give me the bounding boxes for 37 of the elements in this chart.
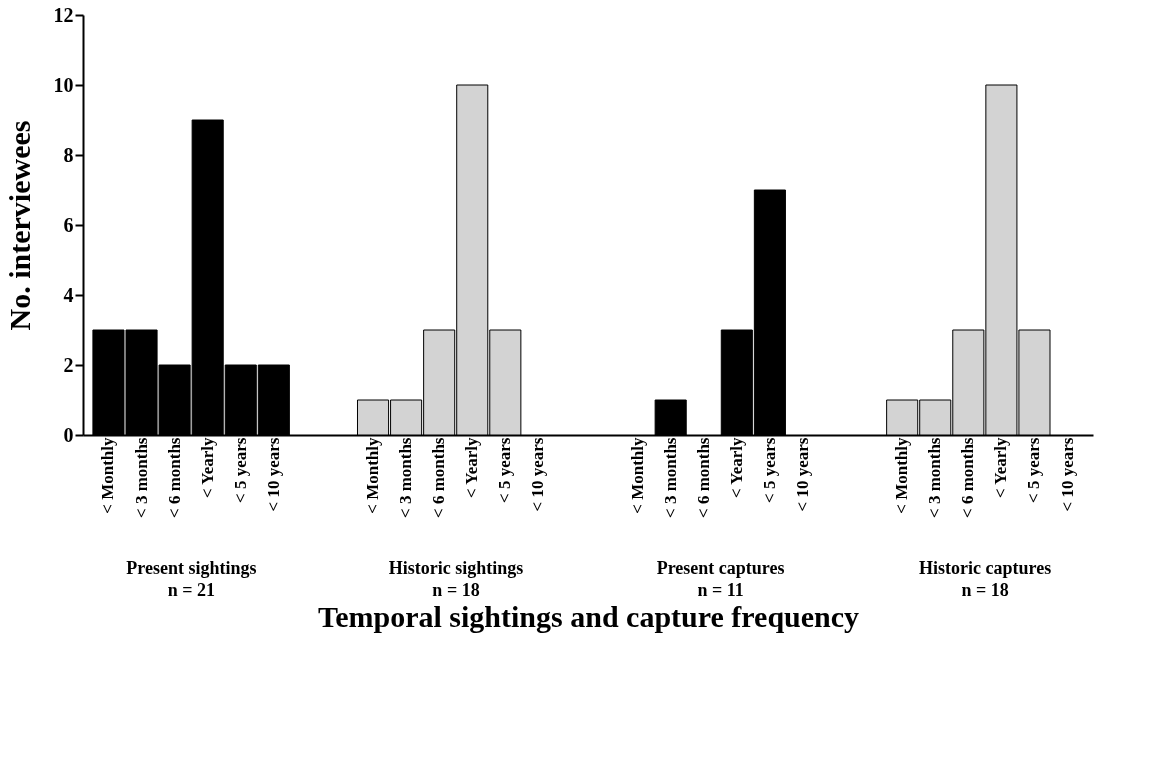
x-tick-label: < 5 years [230,437,250,503]
text: Historic sightings n = 18 [388,558,524,600]
y-tick-label: 0 [63,423,74,446]
y-tick-label: 4 [63,283,74,306]
text: Present sightings n = 21 [126,558,257,600]
x-tick-label: < Yearly [991,437,1011,499]
x-tick-label: < 10 years [263,437,283,512]
x-tick-label: < 5 years [495,437,515,503]
x-tick-label: < 10 years [528,437,548,512]
y-tick-label: 12 [53,3,74,26]
text: Historic captures n = 18 [919,558,1052,600]
x-tick-label: < 3 months [660,437,680,519]
x-tick-label: < 3 months [131,437,151,519]
x-tick-label: < 6 months [429,437,449,519]
y-tick-label: 2 [63,353,74,376]
x-tick-label: < 3 months [396,437,416,519]
x-tick-label: < Monthly [363,437,383,514]
x-tick-label: < 5 years [759,437,779,503]
x-tick-label: < Monthly [98,437,118,514]
x-tick-label: < Yearly [462,437,482,499]
text: Present captures n = 11 [656,558,785,600]
x-tick-label: < 5 years [1024,437,1044,503]
x-tick-label: < 10 years [1057,437,1077,512]
x-tick-label: < 6 months [164,437,184,519]
x-tick-label: < Monthly [627,437,647,514]
x-tick-label: < Yearly [726,437,746,499]
x-tick-label: < 3 months [925,437,945,519]
x-axis-title: Temporal sightings and capture frequency [317,600,860,634]
x-tick-label: < 6 months [958,437,978,519]
y-tick-label: 8 [63,143,74,166]
y-tick-label: 6 [63,213,74,236]
y-axis-title: No. interviewees [2,120,36,331]
x-tick-label: < 10 years [792,437,812,512]
x-tick-label: < 6 months [693,437,713,519]
y-tick-label: 10 [53,73,74,96]
x-tick-label: < Monthly [892,437,912,514]
x-tick-label: < Yearly [197,437,217,499]
